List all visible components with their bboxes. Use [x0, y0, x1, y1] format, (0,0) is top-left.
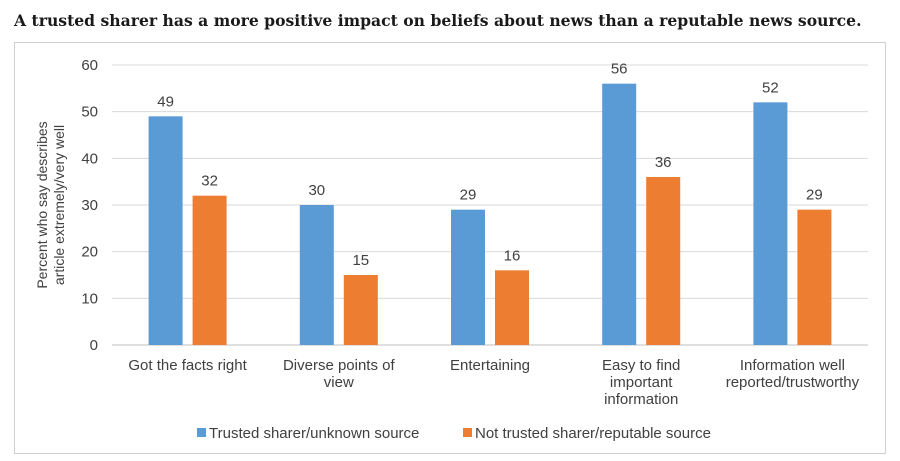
x-category-label: Entertaining — [450, 357, 530, 374]
y-tick-label: 50 — [81, 104, 98, 121]
y-tick-label: 20 — [81, 244, 98, 261]
chart-frame — [14, 42, 886, 454]
y-axis-label: Percent who say describesarticle extreme… — [34, 121, 67, 288]
chart-title: A trusted sharer has a more positive imp… — [14, 11, 862, 30]
x-category-label-line: Easy to find — [602, 357, 680, 374]
x-category-label: Easy to find important information — [602, 357, 680, 408]
x-category-label-line: Diverse points of — [283, 357, 396, 374]
x-category-label-line: Information well — [740, 357, 845, 374]
x-category-label-line: reported/trustworthy — [726, 374, 860, 391]
y-tick-label: 0 — [90, 337, 98, 354]
y-tick-label: 30 — [81, 197, 98, 214]
data-label: 29 — [806, 187, 823, 204]
y-tick-label: 40 — [81, 150, 98, 167]
legend-swatch — [197, 428, 206, 437]
data-label: 29 — [460, 187, 477, 204]
x-category-label-line: Entertaining — [450, 357, 530, 374]
legend-swatch — [463, 428, 472, 437]
bar-not-trusted-sharer — [495, 270, 529, 345]
data-label: 16 — [504, 247, 521, 264]
bar-trusted-sharer — [753, 102, 788, 345]
x-category-label-line: view — [324, 374, 354, 391]
data-label: 56 — [611, 61, 628, 78]
bar-trusted-sharer — [451, 209, 485, 345]
data-label: 30 — [308, 182, 325, 199]
data-label: 15 — [352, 252, 369, 269]
x-category-label: Diverse points of view — [283, 357, 396, 391]
legend-label: Trusted sharer/unknown source — [209, 425, 419, 442]
y-axis-label-line: article extremely/very well — [51, 125, 67, 285]
bar-trusted-sharer — [148, 116, 183, 345]
legend: Trusted sharer/unknown source Not trusted… — [197, 425, 711, 442]
bar-not-trusted-sharer — [192, 195, 227, 345]
data-label: 32 — [201, 173, 218, 190]
bars — [148, 83, 832, 346]
y-tick-label: 60 — [81, 57, 98, 74]
y-axis-label-line: Percent who say describes — [34, 121, 50, 288]
x-category-label-line: important — [610, 374, 673, 391]
data-label: 49 — [157, 93, 174, 110]
bar-not-trusted-sharer — [343, 275, 378, 345]
legend-label: Not trusted sharer/reputable source — [475, 425, 711, 442]
x-axis-categories: Got the facts right Diverse points of view… — [128, 357, 859, 408]
gridlines — [112, 64, 868, 346]
bar-trusted-sharer — [602, 83, 637, 346]
y-axis-ticks: 0 10 20 30 40 50 60 — [81, 57, 98, 354]
bar-trusted-sharer — [299, 205, 334, 345]
bar-not-trusted-sharer — [646, 177, 681, 345]
x-category-label: Got the facts right — [128, 357, 247, 374]
bar-not-trusted-sharer — [797, 209, 832, 345]
data-labels: 49 32 30 15 29 16 56 36 52 29 — [157, 61, 822, 269]
data-label: 52 — [762, 79, 779, 96]
x-category-label: Information well reported/trustworthy — [726, 357, 860, 391]
y-tick-label: 10 — [81, 290, 98, 307]
data-label: 36 — [655, 154, 672, 171]
x-category-label-line: information — [604, 391, 678, 408]
x-category-label-line: Got the facts right — [128, 357, 247, 374]
